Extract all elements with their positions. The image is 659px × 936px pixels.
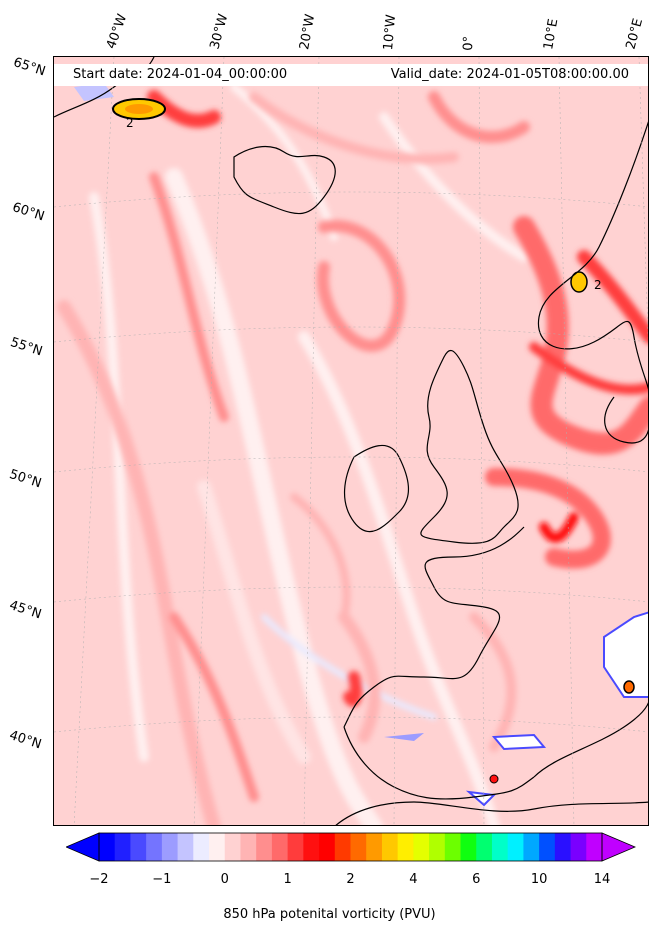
colorbar-cell xyxy=(319,833,336,861)
colorbar-tick-label: −2 xyxy=(89,872,109,887)
negative-pv-patches xyxy=(74,83,648,807)
contour-label-2-west: 2 xyxy=(126,116,134,130)
iberia-coast xyxy=(343,726,535,800)
colorbar-cell xyxy=(444,833,462,861)
lat-label-55n: 55°N xyxy=(8,335,45,360)
colorbar-cell xyxy=(303,833,320,861)
colorbar-cell xyxy=(240,833,257,861)
colorbar-cell xyxy=(570,833,587,861)
contour-label-2-east: 2 xyxy=(594,278,602,292)
colorbar-cell xyxy=(397,833,414,861)
colorbar-cell xyxy=(429,833,446,861)
valid-date-label: Valid_date: 2024-01-05T08:00:00.00 xyxy=(390,67,629,82)
colorbar-cell xyxy=(114,833,131,861)
colorbar-tick-label: −1 xyxy=(152,872,172,887)
iceland-coast xyxy=(233,145,336,215)
lon-label-20w: 20°W xyxy=(297,13,319,52)
pv-field-map: 2 2 xyxy=(54,57,648,825)
colorbar-extend-min xyxy=(66,832,100,862)
colorbar-cell xyxy=(476,833,493,861)
lat-label-50n: 50°N xyxy=(7,467,44,492)
lon-label-0: 0° xyxy=(461,35,477,51)
colorbar-cell xyxy=(539,833,556,861)
low-pv-streaks xyxy=(89,83,529,825)
mid-pv-streaks xyxy=(57,91,530,825)
start-date-label: Start date: 2024-01-04_00:00:00 xyxy=(73,67,288,82)
lon-label-10w: 10°W xyxy=(381,13,400,51)
lat-label-65n: 65°N xyxy=(11,55,48,80)
colorbar-cell xyxy=(523,833,540,861)
lon-label-30w: 30°W xyxy=(207,12,232,51)
colorbar-tick-label: 10 xyxy=(530,872,548,887)
colorbar-cell xyxy=(586,833,603,861)
colorbar-cells xyxy=(99,833,603,861)
colorbar-tick-label: 2 xyxy=(346,872,355,887)
lat-label-60n: 60°N xyxy=(10,200,47,225)
colorbar-tick-label: 1 xyxy=(283,872,292,887)
lat-label-45n: 45°N xyxy=(7,598,44,623)
colorbar-cell xyxy=(350,833,367,861)
colorbar-cell xyxy=(460,833,477,861)
lon-label-10e: 10°E xyxy=(541,17,562,52)
colorbar-extend-max xyxy=(601,832,636,862)
colorbar-cell xyxy=(271,833,289,861)
colorbar-cell xyxy=(507,833,524,861)
colorbar-cell xyxy=(209,833,226,861)
ireland-coast xyxy=(343,444,410,533)
lon-label-20e: 20°E xyxy=(623,16,647,51)
colorbar-cell xyxy=(554,833,572,861)
colorbar-cell xyxy=(381,833,399,861)
colorbar-outline xyxy=(98,832,603,862)
colorbar-label: 850 hPa potenital vorticity (PVU) xyxy=(223,907,436,922)
colorbar xyxy=(66,832,636,862)
lat-label-40n: 40°N xyxy=(7,728,44,753)
colorbar-cell xyxy=(161,833,179,861)
pv-cores xyxy=(112,98,635,784)
coastlines xyxy=(54,57,648,825)
colorbar-cell xyxy=(287,833,304,861)
britain-coast xyxy=(420,349,519,544)
lon-label-40w: 40°W xyxy=(103,12,131,51)
colorbar-tick-label: 4 xyxy=(409,872,418,887)
colorbar-cell xyxy=(491,833,509,861)
colorbar-cell xyxy=(177,833,194,861)
colorbar-cell xyxy=(193,833,210,861)
colorbar-cell xyxy=(146,833,163,861)
graticule-lines xyxy=(54,57,648,825)
header-strip xyxy=(54,64,648,86)
map-panel: 2 2 xyxy=(53,56,649,826)
colorbar-cell xyxy=(334,833,351,861)
colorbar-tick-label: 0 xyxy=(220,872,229,887)
colorbar-tick-label: 6 xyxy=(472,872,481,887)
colorbar-cell xyxy=(99,833,116,861)
colorbar-cell xyxy=(224,833,241,861)
colorbar-tick-label: 14 xyxy=(593,872,611,887)
colorbar-cell xyxy=(256,833,273,861)
colorbar-cell xyxy=(413,833,430,861)
high-pv-band xyxy=(147,90,648,707)
colorbar-cell xyxy=(366,833,383,861)
colorbar-cell xyxy=(130,833,147,861)
